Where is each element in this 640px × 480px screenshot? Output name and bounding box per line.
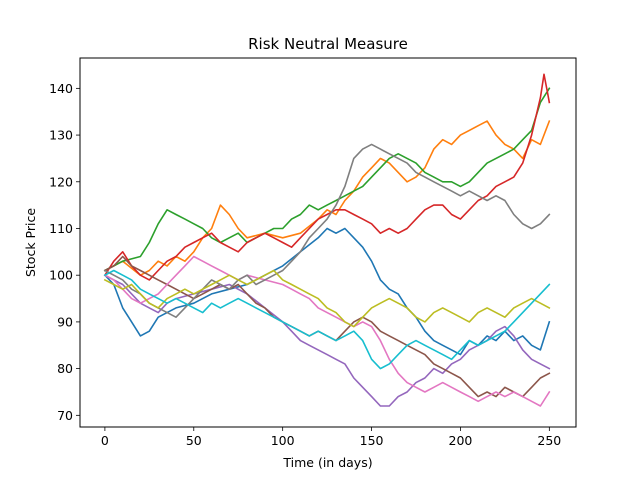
y-axis-ticks: 70 80 90 100 110 120 130 140	[49, 81, 80, 423]
x-tick-label: 200	[449, 433, 473, 448]
y-tick-label: 120	[49, 174, 73, 189]
series-line-7	[103, 255, 551, 407]
x-tick-label: 250	[537, 433, 561, 448]
series-line-3	[103, 87, 551, 272]
x-axis-label: Time (in days)	[282, 455, 372, 470]
series-line-9	[103, 269, 551, 328]
y-axis-label: Stock Price	[23, 208, 38, 277]
y-tick-label: 80	[57, 361, 73, 376]
x-axis-ticks: 0 50 100 150 200 250	[101, 427, 561, 448]
x-tick-label: 150	[360, 433, 384, 448]
series-line-10	[103, 269, 551, 370]
y-tick-label: 110	[49, 221, 73, 236]
y-tick-label: 130	[49, 128, 73, 143]
plot-area: 0 50 100 150 200 250 70 80 90 100 110 120 130 140	[49, 57, 577, 448]
x-tick-label: 0	[101, 433, 109, 448]
x-tick-label: 100	[271, 433, 295, 448]
y-tick-label: 100	[49, 268, 73, 283]
y-tick-label: 140	[49, 81, 73, 96]
series-group	[103, 73, 551, 407]
x-tick-label: 50	[186, 433, 202, 448]
y-tick-label: 90	[57, 314, 73, 329]
series-line-4	[103, 73, 551, 281]
series-line-8	[103, 143, 551, 319]
y-tick-label: 70	[57, 408, 73, 423]
axes-frame	[79, 57, 577, 428]
chart-title: Risk Neutral Measure	[248, 35, 408, 53]
